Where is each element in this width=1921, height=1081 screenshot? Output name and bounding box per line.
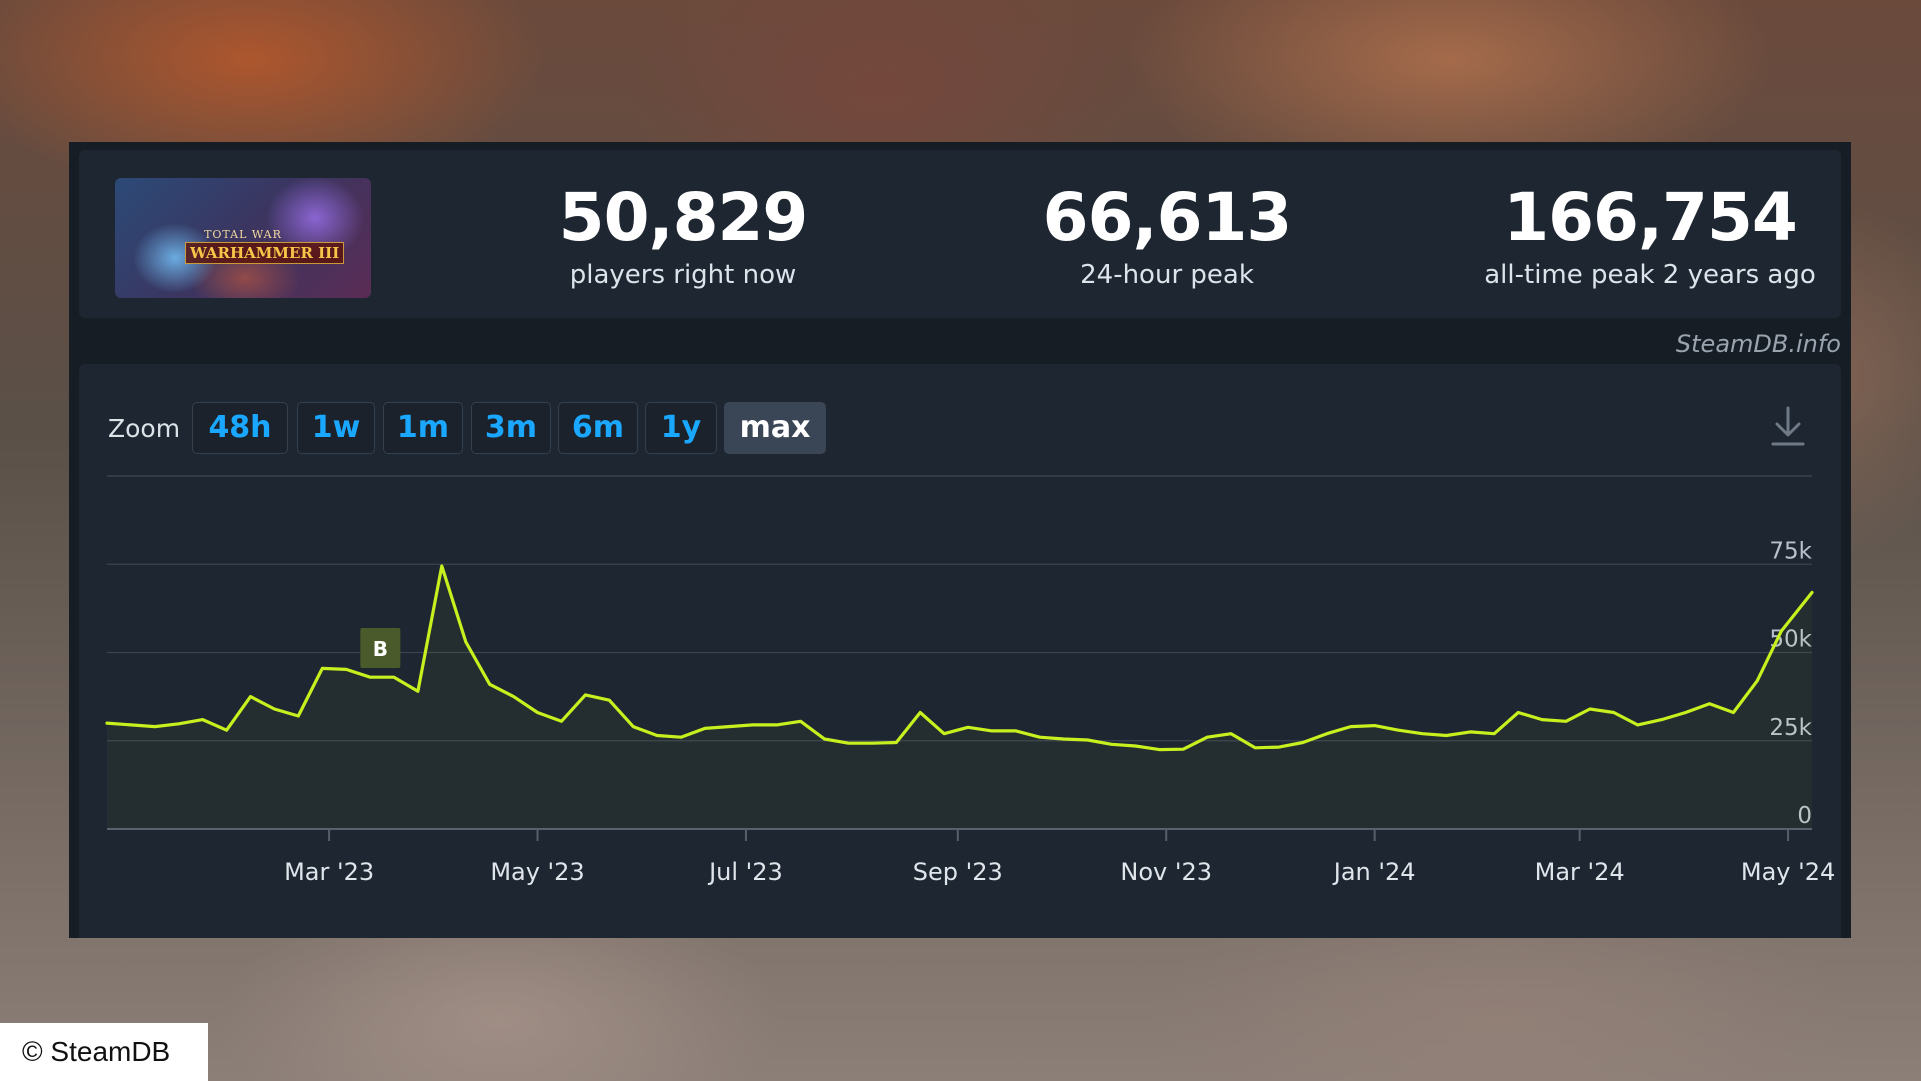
- y-tick-label: 0: [1797, 803, 1812, 829]
- y-tick-label: 25k: [1769, 715, 1812, 741]
- x-axis: Mar '23 May '23 Jul '23 Sep '23 Nov '23 Jan '…: [284, 829, 1835, 886]
- x-tick-label: May '23: [490, 858, 584, 886]
- game-logo-top: TOTAL WAR: [204, 228, 282, 241]
- x-tick-label: May '24: [1741, 858, 1835, 886]
- zoom-1y-button[interactable]: 1y: [645, 402, 717, 454]
- copyright-credit: © SteamDB: [0, 1023, 208, 1081]
- x-tick-label: Jan '24: [1332, 858, 1416, 886]
- player-count-chart: Mar '23 May '23 Jul '23 Sep '23 Nov '23 Jan '…: [105, 475, 1835, 886]
- alltime-peak-stat: 166,754 all-time peak 2 years ago: [1440, 178, 1860, 292]
- zoom-6m-button[interactable]: 6m: [558, 402, 638, 454]
- series-area: [107, 566, 1812, 829]
- y-axis: 025k50k75k: [1769, 538, 1812, 829]
- series-layer: [105, 564, 1814, 829]
- zoom-max-button[interactable]: max: [724, 402, 826, 454]
- x-tick-label: Nov '23: [1120, 858, 1212, 886]
- game-logo-title: WARHAMMER: [190, 244, 313, 262]
- game-thumbnail[interactable]: TOTAL WAR WARHAMMER III: [115, 178, 371, 298]
- chart-container: Zoom 48h 1w 1m 3m 6m 1y max Mar '23 May '…: [79, 364, 1841, 938]
- current-players-stat: 50,829 players right now: [473, 178, 893, 292]
- steamdb-panel: TOTAL WAR WARHAMMER III 50,829 players r…: [69, 142, 1851, 938]
- steamdb-brand[interactable]: SteamDB.info: [1675, 330, 1841, 358]
- zoom-48h-button[interactable]: 48h: [192, 402, 288, 454]
- current-players-value: 50,829: [558, 179, 809, 256]
- x-tick-label: Sep '23: [913, 858, 1003, 886]
- annotation-label: B: [373, 637, 388, 661]
- current-players-label: players right now: [569, 260, 797, 290]
- annotation-marker: [360, 628, 401, 668]
- zoom-label: Zoom: [108, 414, 181, 443]
- game-logo-numeral: III: [318, 244, 340, 262]
- peak-24h-label: 24-hour peak: [1080, 260, 1254, 290]
- download-icon[interactable]: [1770, 406, 1806, 446]
- y-tick-label: 75k: [1769, 538, 1812, 564]
- alltime-peak-value: 166,754: [1503, 179, 1798, 256]
- series-line: [105, 564, 1814, 752]
- annotation-layer: B: [360, 628, 401, 668]
- zoom-1w-button[interactable]: 1w: [297, 402, 375, 454]
- x-tick-label: Jul '23: [707, 858, 783, 886]
- x-tick-label: Mar '24: [1535, 858, 1625, 886]
- zoom-1m-button[interactable]: 1m: [383, 402, 463, 454]
- peak-24h-stat: 66,613 24-hour peak: [957, 178, 1377, 292]
- zoom-3m-button[interactable]: 3m: [471, 402, 551, 454]
- x-tick-label: Mar '23: [284, 858, 374, 886]
- alltime-peak-label: all-time peak 2 years ago: [1484, 260, 1816, 290]
- peak-24h-value: 66,613: [1042, 179, 1293, 256]
- game-logo-main: WARHAMMER III: [185, 242, 345, 264]
- stats-header: TOTAL WAR WARHAMMER III 50,829 players r…: [79, 150, 1841, 318]
